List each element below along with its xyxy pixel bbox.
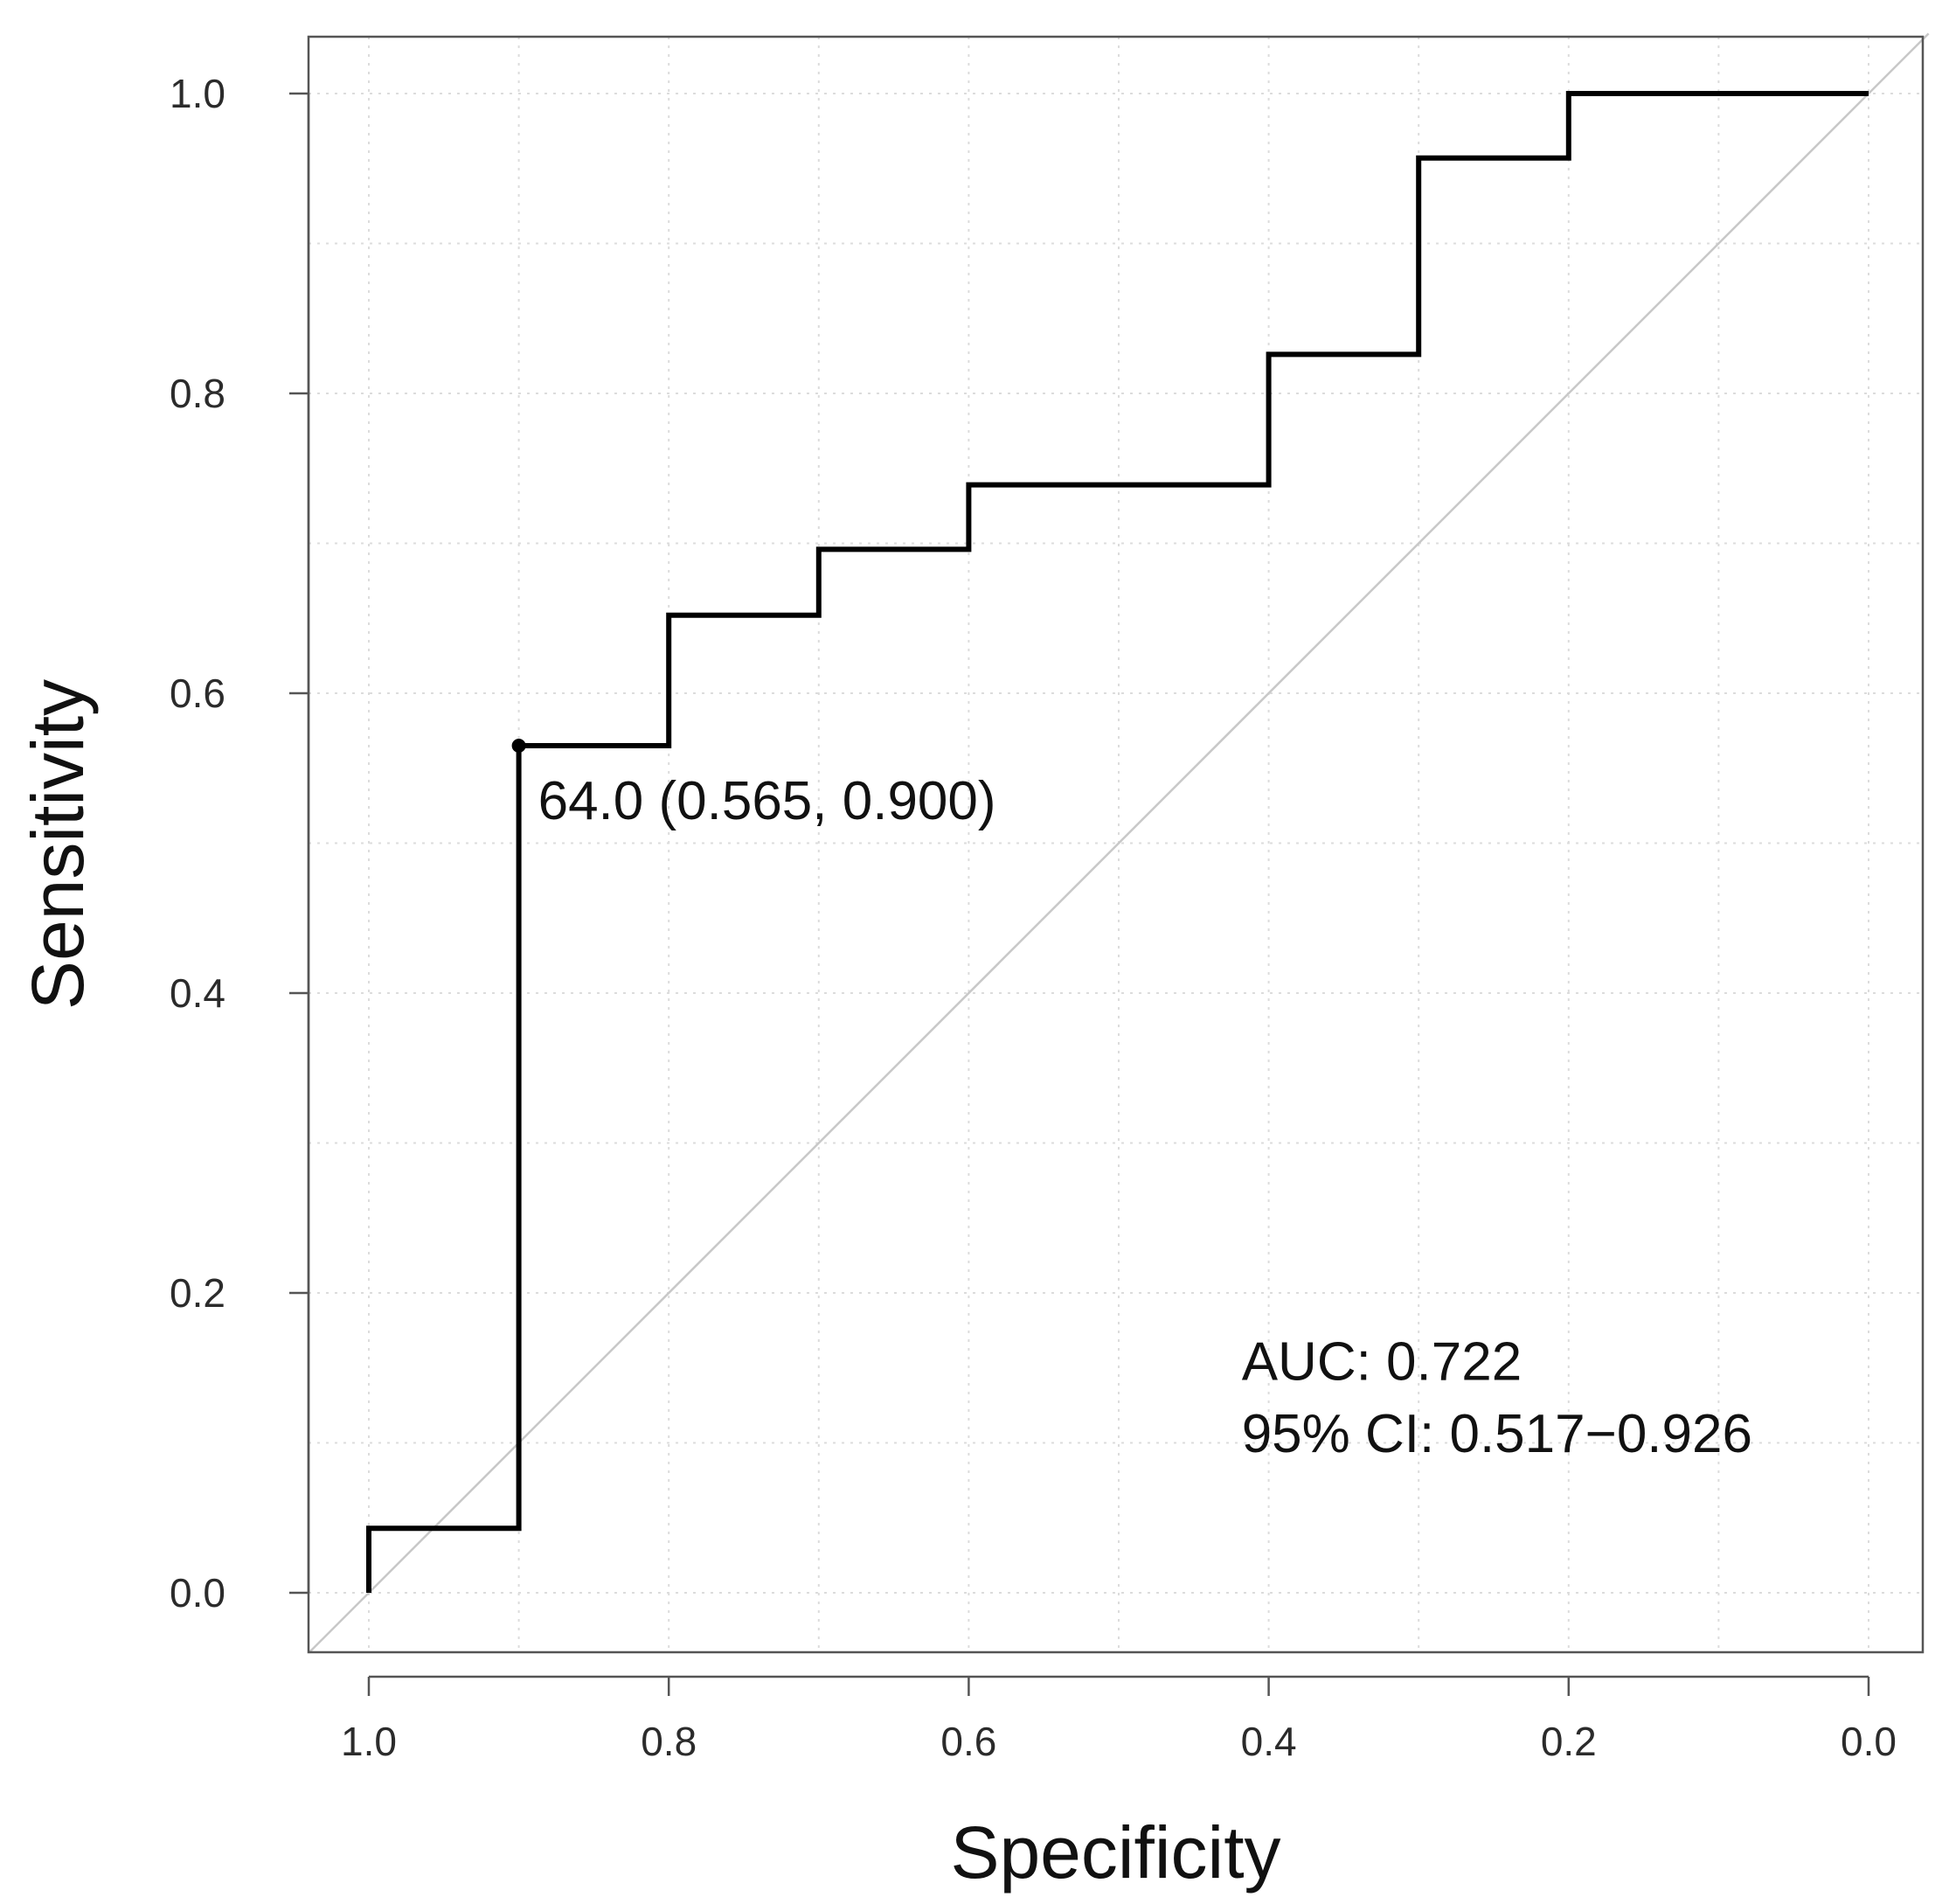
y-tick-label: 0.6: [170, 671, 225, 716]
x-tick-label: 0.6: [940, 1719, 996, 1764]
auc-annotation: AUC: 0.722: [1242, 1331, 1522, 1392]
x-axis-title: Specificity: [950, 1811, 1280, 1894]
x-tick-label: 0.8: [641, 1719, 697, 1764]
y-tick-label: 0.2: [170, 1270, 225, 1316]
x-tick-label: 0.4: [1241, 1719, 1297, 1764]
y-tick-label: 0.4: [170, 970, 225, 1016]
y-tick-label: 0.0: [170, 1570, 225, 1616]
y-tick-label: 0.8: [170, 371, 225, 416]
roc-curve-line: [366, 91, 1869, 1593]
best-threshold-label: 64.0 (0.565, 0.900): [538, 771, 996, 831]
x-tick-label: 1.0: [341, 1719, 397, 1764]
best-threshold-point: [511, 739, 526, 754]
x-tick-label: 0.0: [1841, 1719, 1897, 1764]
y-axis-title: Sensitivity: [17, 679, 99, 1010]
y-tick-label: 1.0: [170, 71, 225, 116]
ci-annotation: 95% CI: 0.517−0.926: [1242, 1404, 1752, 1464]
x-tick-label: 0.2: [1541, 1719, 1597, 1764]
y-axis: 0.0 0.2 0.4 0.6 0.8 1.0: [170, 71, 310, 1616]
x-axis: 1.0 0.8 0.6 0.4 0.2 0.0: [341, 1675, 1897, 1764]
reference-diagonal-line: [308, 32, 1930, 1654]
